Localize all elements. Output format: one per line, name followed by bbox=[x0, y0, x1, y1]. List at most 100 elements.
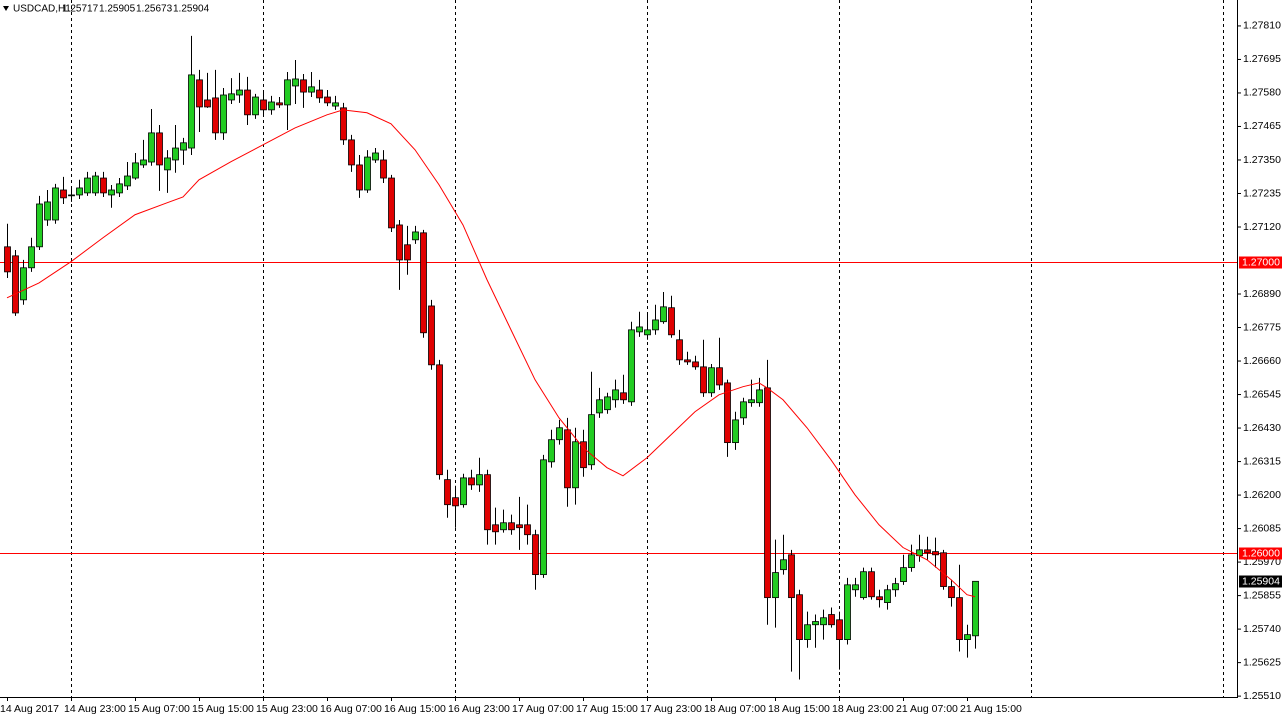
candle-body bbox=[36, 203, 43, 248]
y-tick-label: 1.26315 bbox=[1243, 455, 1281, 467]
candle-body bbox=[116, 183, 123, 194]
candle-body bbox=[940, 552, 947, 587]
candle-body bbox=[652, 319, 659, 331]
candle-body bbox=[588, 414, 595, 466]
y-tick-label: 1.27350 bbox=[1243, 154, 1281, 166]
y-tick-label: 1.27120 bbox=[1243, 221, 1281, 233]
candle-body bbox=[804, 624, 811, 640]
level-label-box bbox=[1239, 256, 1282, 269]
candle-body bbox=[76, 187, 83, 196]
x-tick-label: 18 Aug 23:00 bbox=[832, 703, 894, 715]
candle-body bbox=[132, 162, 139, 179]
collapse-arrow[interactable] bbox=[3, 6, 9, 11]
x-tick-label: 15 Aug 23:00 bbox=[256, 703, 318, 715]
candle-body bbox=[228, 93, 235, 101]
level-label: 1.26000 bbox=[1242, 547, 1280, 559]
candle-body bbox=[508, 522, 515, 531]
y-tick-label: 1.26660 bbox=[1243, 355, 1281, 367]
candle-body bbox=[756, 389, 763, 404]
candle-body bbox=[636, 326, 643, 333]
y-tick-label: 1.25855 bbox=[1243, 589, 1281, 601]
candle-body bbox=[84, 177, 91, 194]
y-tick-label: 1.26200 bbox=[1243, 489, 1281, 501]
candle-body bbox=[52, 187, 59, 221]
candle-body bbox=[348, 139, 355, 166]
candle-body bbox=[316, 89, 323, 99]
candle-body bbox=[300, 79, 307, 93]
candle-body bbox=[140, 159, 147, 166]
candle-body bbox=[452, 497, 459, 507]
candle-body bbox=[548, 439, 555, 463]
candle-body bbox=[380, 159, 387, 179]
symbol: USDCAD,H1 bbox=[13, 4, 71, 15]
candle-body bbox=[68, 194, 75, 197]
candle-body bbox=[844, 584, 851, 640]
candle-body bbox=[932, 551, 939, 556]
candle-body bbox=[124, 175, 131, 187]
y-tick-label: 1.26775 bbox=[1243, 321, 1281, 333]
y-tick-label: 1.27235 bbox=[1243, 187, 1281, 199]
y-tick-label: 1.25510 bbox=[1243, 690, 1281, 702]
candle-body bbox=[540, 459, 547, 576]
x-tick-label: 21 Aug 07:00 bbox=[896, 703, 958, 715]
candle-body bbox=[948, 586, 955, 599]
candle-body bbox=[204, 99, 211, 108]
candle-body bbox=[404, 244, 411, 261]
candle-body bbox=[676, 339, 683, 361]
x-tick-label: 15 Aug 07:00 bbox=[128, 703, 190, 715]
x-tick-label: 16 Aug 23:00 bbox=[448, 703, 510, 715]
candle-body bbox=[796, 594, 803, 640]
candle-body bbox=[972, 580, 979, 637]
candle-body bbox=[212, 97, 219, 134]
candle-body bbox=[492, 524, 499, 533]
candle-body bbox=[700, 366, 707, 394]
candle-body bbox=[956, 597, 963, 640]
candle-body bbox=[732, 419, 739, 444]
candle-body bbox=[580, 441, 587, 469]
candle-body bbox=[92, 175, 99, 194]
y-tick-label: 1.26890 bbox=[1243, 288, 1281, 300]
candle-body bbox=[284, 79, 291, 106]
candle-body bbox=[308, 86, 315, 93]
x-tick-label: 16 Aug 07:00 bbox=[320, 703, 382, 715]
x-tick-label: 17 Aug 07:00 bbox=[512, 703, 574, 715]
current-price-label: 1.25904 bbox=[1242, 575, 1280, 587]
candle-body bbox=[836, 619, 843, 640]
candle-body bbox=[196, 79, 203, 108]
x-tick-label: 18 Aug 15:00 bbox=[768, 703, 830, 715]
candle-body bbox=[220, 94, 227, 134]
ohlc-open: 1.25717 bbox=[62, 4, 99, 15]
x-tick-label: 16 Aug 15:00 bbox=[384, 703, 446, 715]
candle-body bbox=[180, 142, 187, 151]
x-tick-label: 14 Aug 2017 bbox=[0, 703, 59, 715]
candle-body bbox=[852, 584, 859, 591]
candle-body bbox=[516, 524, 523, 529]
candle-body bbox=[500, 522, 507, 531]
candle-body bbox=[524, 524, 531, 536]
candle-body bbox=[172, 147, 179, 161]
candle-body bbox=[444, 479, 451, 506]
candle-body bbox=[164, 157, 171, 171]
y-tick-label: 1.26430 bbox=[1243, 422, 1281, 434]
candle-body bbox=[436, 364, 443, 476]
y-tick-label: 1.27810 bbox=[1243, 20, 1281, 32]
candle-body bbox=[716, 367, 723, 386]
candle-body bbox=[964, 634, 971, 640]
candle-body bbox=[772, 572, 779, 599]
candle-body bbox=[236, 89, 243, 96]
y-tick-label: 1.25740 bbox=[1243, 623, 1281, 635]
x-tick-label: 17 Aug 15:00 bbox=[576, 703, 638, 715]
candle-body bbox=[660, 306, 667, 323]
candle-body bbox=[332, 102, 339, 107]
moving-average bbox=[6, 109, 976, 598]
candle-body bbox=[596, 399, 603, 414]
candle-body bbox=[484, 474, 491, 531]
candle-body bbox=[628, 329, 635, 403]
candle-body bbox=[620, 392, 627, 401]
candle-body bbox=[276, 102, 283, 106]
candle-body bbox=[724, 382, 731, 444]
candle-body bbox=[460, 477, 467, 506]
x-tick-label: 18 Aug 07:00 bbox=[704, 703, 766, 715]
